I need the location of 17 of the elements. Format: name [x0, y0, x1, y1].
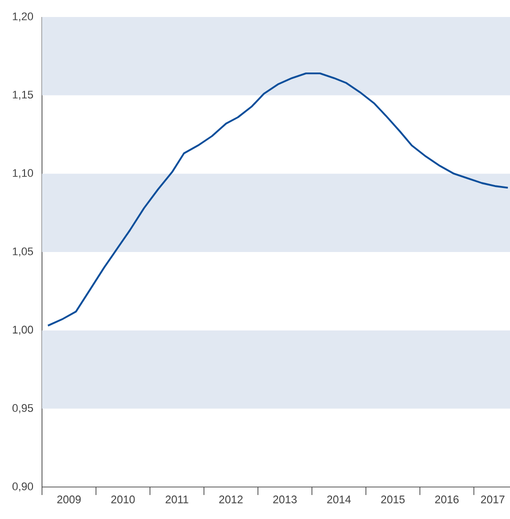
y-tick-label: 1,15	[12, 90, 33, 100]
x-tick-label: 2016	[434, 496, 458, 504]
line-series	[46, 72, 509, 327]
x-tick-label: 2011	[165, 496, 188, 504]
x-tick-label: 2012	[219, 496, 242, 504]
y-tick-label: 1,05	[12, 247, 33, 257]
x-tick-label: 2014	[327, 496, 351, 504]
x-tick-label: 2009	[57, 496, 80, 504]
x-tick-label: 2013	[273, 496, 296, 504]
x-tick-label: 2015	[380, 496, 404, 504]
y-tick-label: 1,00	[12, 326, 33, 335]
y-tick-label: 1,20	[12, 12, 33, 22]
x-tick-label: 2017	[480, 496, 504, 504]
y-tick-label: 0,95	[12, 404, 33, 414]
y-tick-label: 0,90	[12, 482, 33, 492]
x-tick-label: 2010	[111, 496, 135, 504]
y-tick-label: 1,10	[12, 169, 33, 178]
